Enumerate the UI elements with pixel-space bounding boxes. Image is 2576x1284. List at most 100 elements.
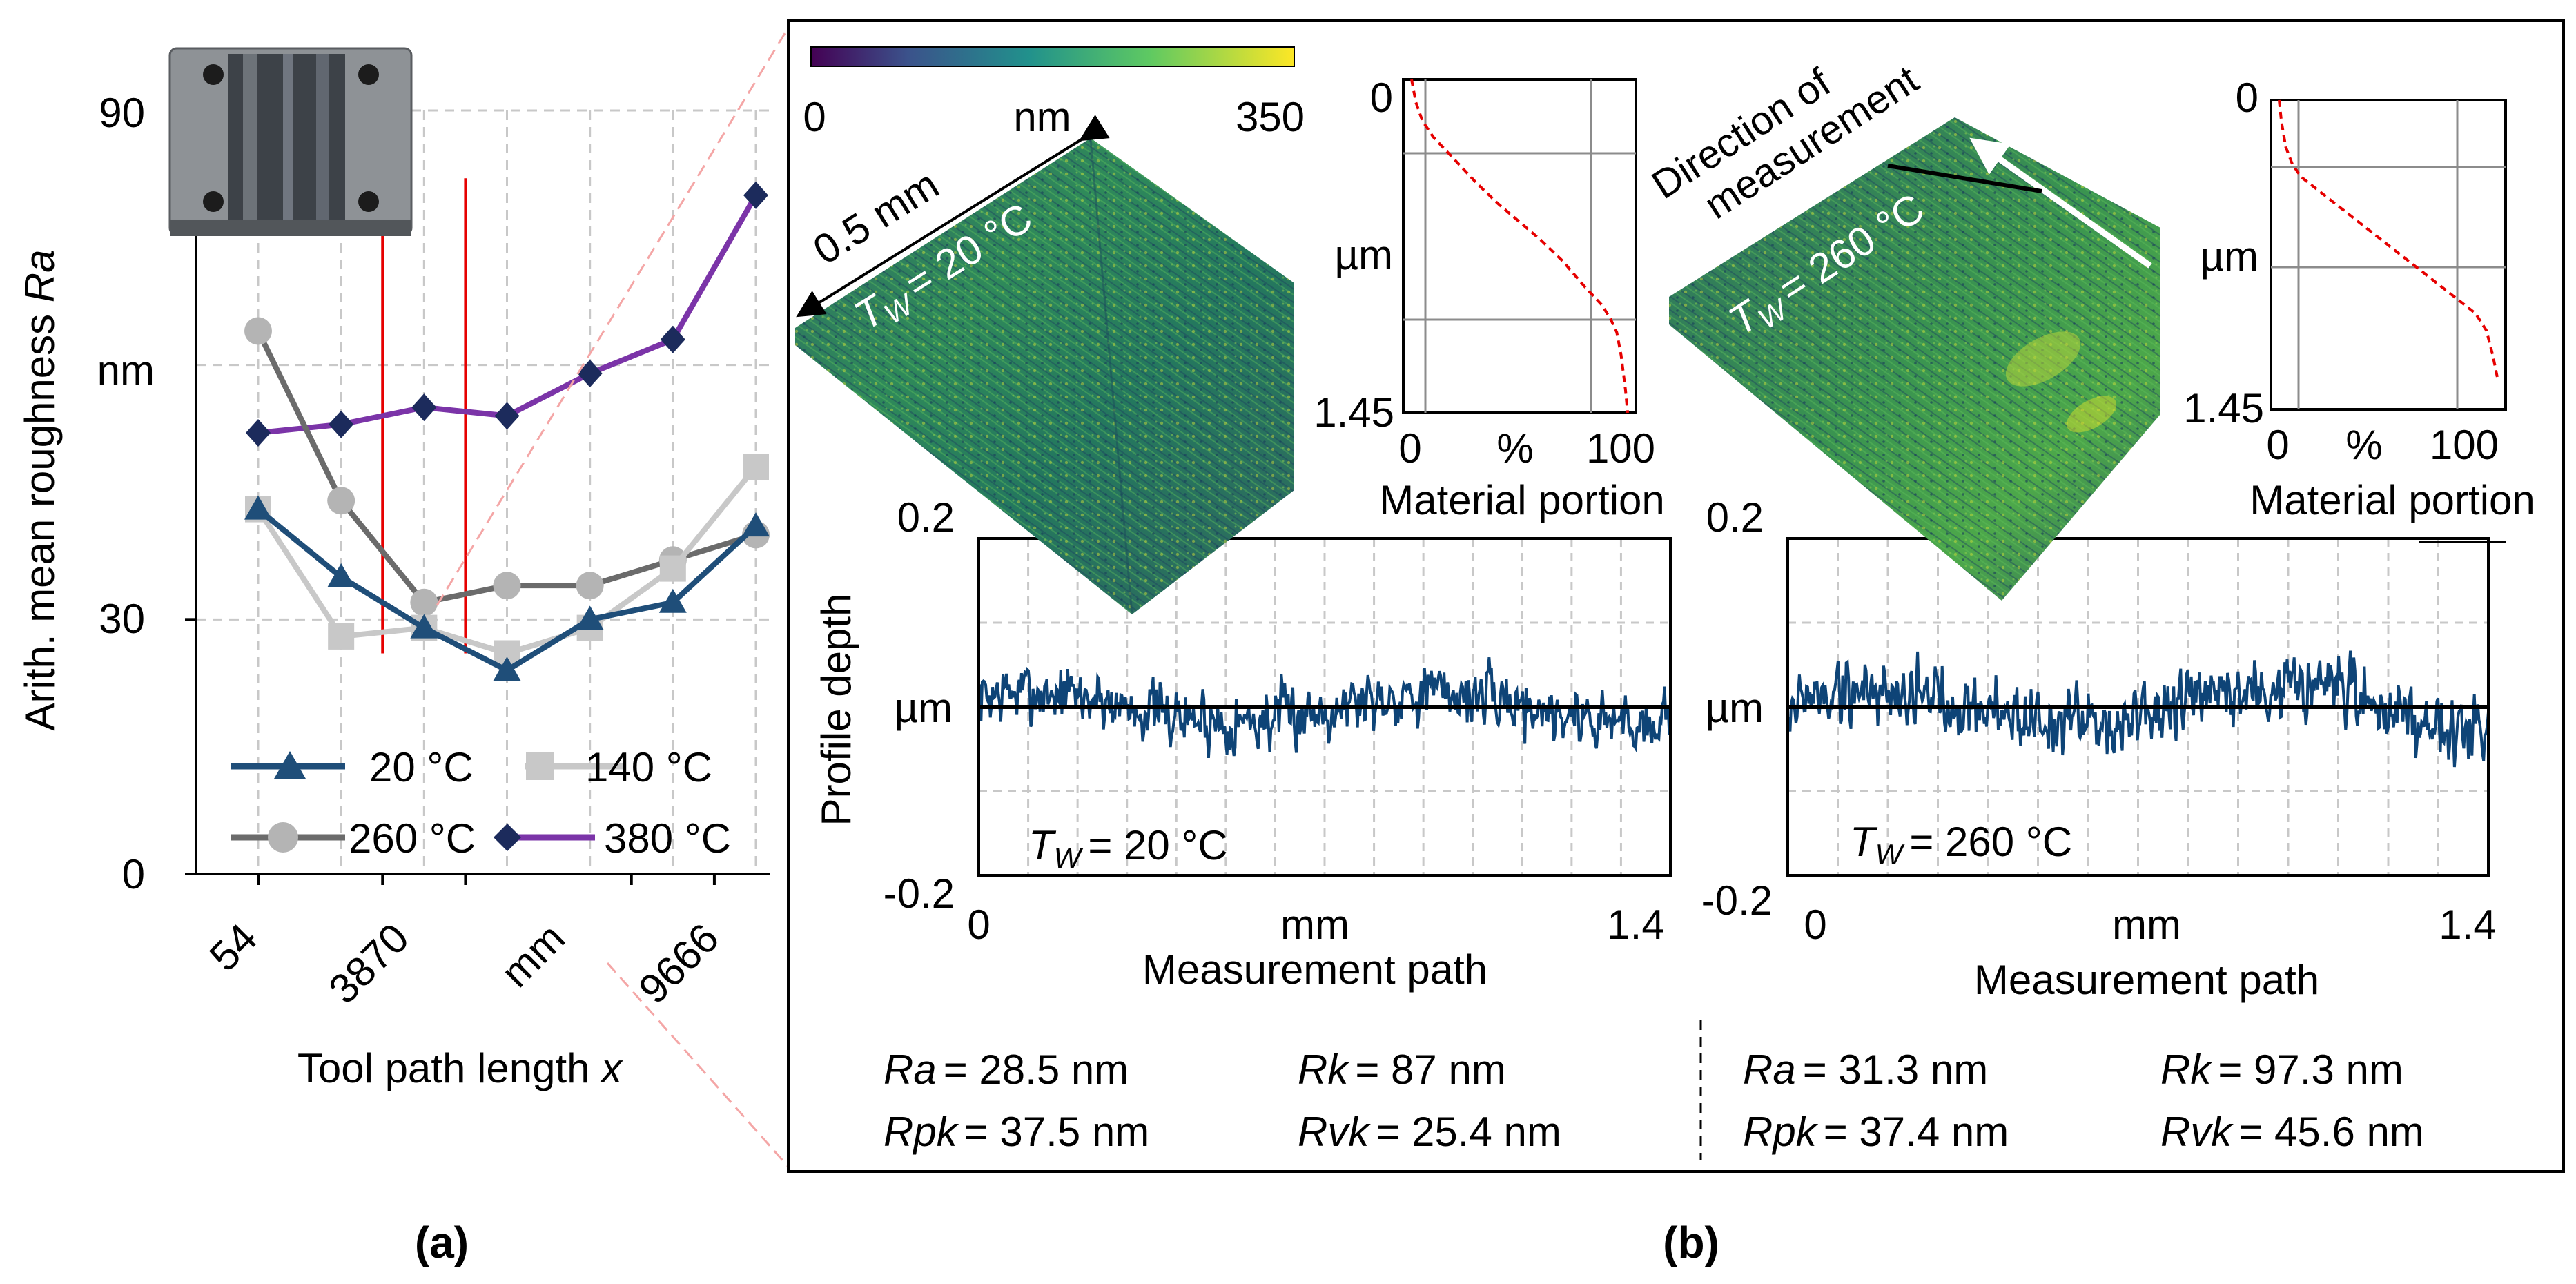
svg-text:Rvk= 45.6 nm: Rvk = 45.6 nm	[2160, 1109, 2424, 1155]
surface-plot-20: 0.5 mm TW= 20 °C	[795, 115, 1294, 615]
svg-text:Ra= 28.5 nm: Ra = 28.5 nm	[884, 1047, 1129, 1093]
series-20-point	[244, 495, 272, 520]
param-20-rpk-symbol: Rpk	[884, 1109, 959, 1155]
abbott-20-ytick-max: 1.45	[1314, 389, 1394, 436]
param-20-rk-value: = 87 nm	[1355, 1047, 1505, 1093]
profile-20-temp-symbol: T	[1028, 822, 1057, 868]
chart-a-xtick-54: 54	[201, 915, 266, 980]
chart-a-xlabel-symbol: x	[599, 1045, 623, 1091]
abbott-260-frame	[2270, 99, 2507, 411]
params-260: Ra = 31.3 nm Rk = 97.3 nm Rpk = 37.4 nm Rvk…	[1743, 1047, 2424, 1155]
series-140-point	[659, 555, 686, 582]
profile-260-temp-sub: W	[1875, 838, 1905, 870]
abbott-20-ytick-0: 0	[1370, 75, 1393, 121]
chart-a-ylabel-text: Arith. mean roughness	[17, 302, 63, 730]
colorbar-unit: nm	[1013, 94, 1071, 140]
profile-20-xtick-0: 0	[967, 902, 990, 948]
series-380-point	[246, 418, 271, 447]
profile-260-xlabel: Measurement path	[1974, 957, 2319, 1003]
params-20: Ra = 28.5 nm Rk = 87 nm Rpk = 37.5 nm Rvk = …	[884, 1047, 1561, 1155]
abbott-260-ytick-0: 0	[2236, 75, 2258, 121]
abbott-20-curve	[1410, 79, 1629, 414]
param-260-ra-value: = 31.3 nm	[1803, 1047, 1989, 1093]
profile-260-ytick-bottom: -0.2	[1701, 877, 1773, 924]
series-260-point	[410, 588, 438, 616]
profile-20-xtick-max: 1.4	[1607, 902, 1664, 948]
chart-a-xtick-3870: 3870	[320, 915, 418, 1013]
svg-text:Ra= 31.3 nm: Ra = 31.3 nm	[1743, 1047, 1988, 1093]
abbott-260-ytick-max: 1.45	[2183, 385, 2264, 431]
profile-260-xtick-0: 0	[1804, 902, 1826, 948]
series-140-point	[328, 623, 355, 650]
profile-20-ytick-bottom: -0.2	[884, 870, 955, 917]
abbott-20-xtick-0: 0	[1398, 425, 1421, 471]
param-260-rk-value: = 97.3 nm	[2218, 1047, 2403, 1093]
chart-a-ytick-90: 90	[99, 90, 145, 136]
legend-20-label: 20 °C	[369, 744, 474, 790]
chart-a-xtick-9666: 9666	[630, 915, 728, 1013]
profile-260-temp-value: = 260 °C	[1909, 819, 2072, 865]
abbott-chart-260: 0 µm 1.45 0 % 100 Material portion	[2183, 75, 2535, 543]
legend-380-label: 380 °C	[604, 815, 731, 862]
profile-20-frame	[977, 537, 1672, 877]
zoom-line-top	[436, 27, 790, 606]
chart-a-gridlines	[196, 109, 770, 874]
legend-140-label: 140 °C	[585, 744, 712, 790]
series-380-point	[494, 402, 520, 430]
abbott-260-y-unit: µm	[2200, 233, 2258, 280]
surface-20-width-arrow	[796, 115, 1110, 318]
series-260-point	[493, 572, 521, 600]
colorbar	[810, 46, 1295, 67]
colorbar-min: 0	[803, 94, 826, 140]
param-260-rk-symbol: Rk	[2160, 1047, 2213, 1093]
series-380-point	[577, 359, 603, 387]
workpiece-photo	[168, 47, 413, 236]
svg-text:Rk= 87 nm: Rk = 87 nm	[1298, 1047, 1506, 1093]
series-20-point	[410, 614, 438, 639]
direction-label-leader	[1887, 164, 2042, 193]
abbott-260-x-unit: %	[2345, 422, 2382, 468]
param-260-ra-symbol: Ra	[1743, 1047, 1796, 1093]
chart-a-xlabel: Tool path length x	[297, 1045, 623, 1091]
param-260-rpk-symbol: Rpk	[1743, 1109, 1819, 1155]
chart-a-ylabel: Arith. mean roughness Ra	[17, 249, 63, 730]
chart-a-ytick-30: 30	[99, 596, 145, 642]
param-260-rpk-value: = 37.4 nm	[1824, 1109, 2009, 1155]
param-20-rvk-symbol: Rvk	[1298, 1109, 1371, 1155]
chart-a-ytick-0: 0	[122, 851, 145, 897]
profile-20-x-unit: mm	[1280, 902, 1349, 948]
profile-260-xtick-max: 1.4	[2439, 902, 2496, 948]
profile-20-line	[977, 657, 1672, 759]
profile-20-temp: TW = 20 °C	[1028, 822, 1228, 874]
abbott-260-xtick-max: 100	[2430, 422, 2499, 468]
param-260-rvk-value: = 45.6 nm	[2238, 1109, 2424, 1155]
chart-a-ylabel-symbol: Ra	[17, 249, 63, 302]
chart-a-x-unit: mm	[492, 915, 574, 996]
panel-b-frame	[787, 19, 2565, 1173]
series-260-point	[327, 487, 355, 515]
profile-20-y-unit: µm	[894, 685, 953, 731]
chart-a-legend: 20 °C 140 °C 260 °C 380 °C	[231, 744, 731, 862]
param-20-rvk-value: = 25.4 nm	[1376, 1109, 1561, 1155]
profile-chart-260: 0.2 µm -0.2 0 mm 1.4 Measurement path TW…	[1701, 494, 2497, 1003]
series-380-point	[329, 410, 354, 438]
profile-260-temp-symbol: T	[1850, 819, 1878, 865]
abbott-chart-20: 0 µm 1.45 0 % 100 Material portion	[1314, 75, 1665, 523]
param-20-rpk-value: = 37.5 nm	[964, 1109, 1150, 1155]
panel-a-label: (a)	[415, 1218, 469, 1267]
param-20-ra-value: = 28.5 nm	[944, 1047, 1129, 1093]
abbott-260-xlabel: Material portion	[2250, 477, 2535, 523]
series-380-point	[743, 181, 768, 209]
svg-text:Rk= 97.3 nm: Rk = 97.3 nm	[2160, 1047, 2403, 1093]
profile-260-temp: TW = 260 °C	[1850, 819, 2072, 870]
svg-text:Rpk= 37.5 nm: Rpk = 37.5 nm	[884, 1109, 1149, 1155]
colorbar-max: 350	[1236, 94, 1305, 140]
abbott-260-xtick-0: 0	[2266, 422, 2289, 468]
panel-b-label: (b)	[1663, 1218, 1719, 1267]
svg-text:Rvk= 25.4 nm: Rvk = 25.4 nm	[1298, 1109, 1561, 1155]
profile-20-ylabel: Profile depth	[813, 594, 859, 826]
abbott-20-xtick-max: 100	[1586, 425, 1655, 471]
series-140-point	[743, 454, 769, 480]
profile-20-xlabel: Measurement path	[1142, 946, 1487, 993]
abbott-20-y-unit: µm	[1334, 232, 1393, 278]
